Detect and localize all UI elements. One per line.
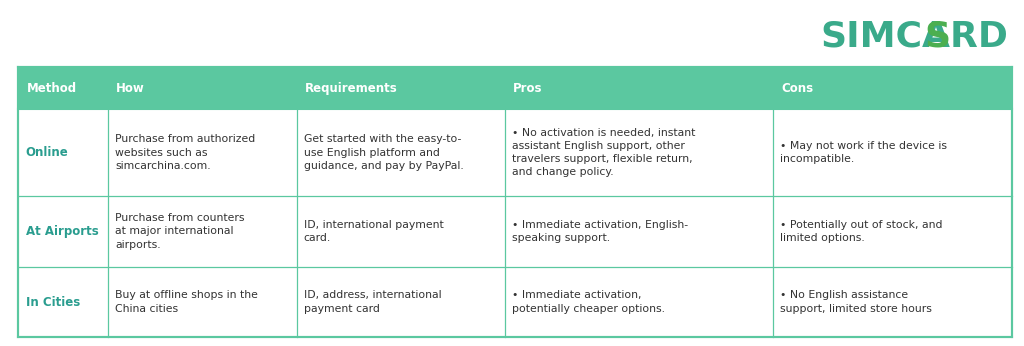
Text: Purchase from authorized
websites such as
simcarchina.com.: Purchase from authorized websites such a…	[115, 135, 255, 171]
Text: SIMCARD: SIMCARD	[821, 19, 1009, 53]
FancyBboxPatch shape	[18, 67, 1012, 109]
Text: ID, international payment
card.: ID, international payment card.	[304, 220, 443, 243]
Text: Get started with the easy-to-
use English platform and
guidance, and pay by PayP: Get started with the easy-to- use Englis…	[304, 135, 464, 171]
Text: How: How	[116, 82, 144, 95]
Text: • Potentially out of stock, and
limited options.: • Potentially out of stock, and limited …	[780, 220, 943, 243]
Text: Buy at offline shops in the
China cities: Buy at offline shops in the China cities	[115, 290, 258, 313]
Text: • No activation is needed, instant
assistant English support, other
travelers su: • No activation is needed, instant assis…	[512, 128, 695, 177]
Text: Online: Online	[26, 146, 69, 159]
Text: Pros: Pros	[513, 82, 543, 95]
Text: Purchase from counters
at major international
airports.: Purchase from counters at major internat…	[115, 213, 245, 249]
Text: • May not work if the device is
incompatible.: • May not work if the device is incompat…	[780, 141, 947, 164]
Text: Cons: Cons	[781, 82, 814, 95]
Text: • No English assistance
support, limited store hours: • No English assistance support, limited…	[780, 290, 933, 313]
Text: • Immediate activation,
potentially cheaper options.: • Immediate activation, potentially chea…	[512, 290, 666, 313]
Text: Requirements: Requirements	[305, 82, 397, 95]
Text: ID, address, international
payment card: ID, address, international payment card	[304, 290, 441, 313]
Text: At Airports: At Airports	[26, 225, 98, 238]
Text: In Cities: In Cities	[26, 295, 80, 309]
FancyBboxPatch shape	[18, 67, 1012, 337]
Text: S: S	[924, 19, 950, 53]
Text: Method: Method	[27, 82, 77, 95]
Text: • Immediate activation, English-
speaking support.: • Immediate activation, English- speakin…	[512, 220, 688, 243]
